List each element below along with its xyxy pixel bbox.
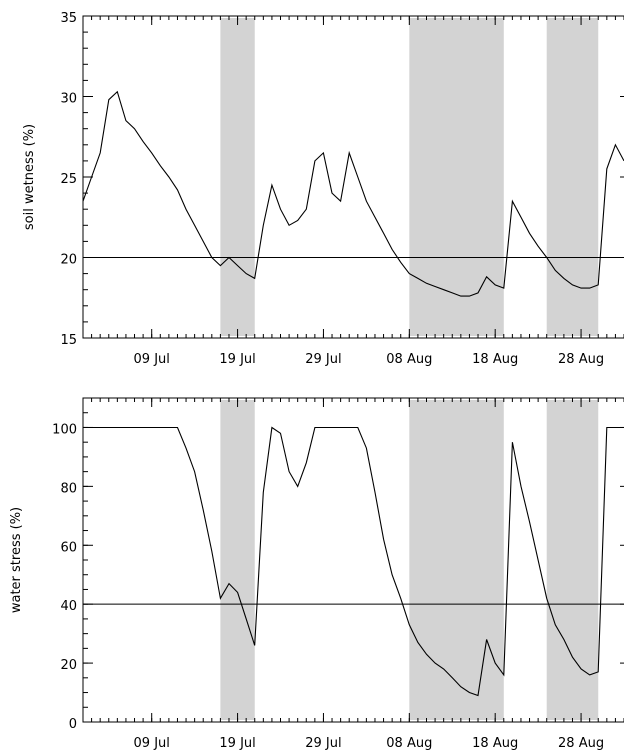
y-tick-label: 40 (60, 599, 77, 614)
x-tick-label: 29 Jul (305, 352, 341, 367)
plot-frame (82, 15, 624, 339)
x-tick-label: 29 Jul (305, 736, 341, 751)
shaded-period (220, 18, 255, 336)
x-tick-label: 09 Jul (134, 352, 170, 367)
data-line (82, 90, 624, 297)
x-tick-label: 08 Aug (386, 736, 432, 751)
x-tick-label: 19 Jul (219, 736, 255, 751)
y-axis-label: soil wetness (%) (22, 124, 37, 230)
y-tick-label: 80 (60, 481, 77, 496)
y-tick-label: 100 (52, 422, 77, 437)
y-tick-label: 60 (60, 540, 77, 555)
x-tick-label: 18 Aug (472, 736, 518, 751)
shaded-period (546, 400, 599, 720)
y-tick-label: 20 (60, 253, 77, 268)
x-tick-label: 18 Aug (472, 352, 518, 367)
y-tick-label: 35 (60, 11, 77, 26)
shaded-period (546, 18, 599, 336)
shaded-period (409, 18, 504, 336)
x-tick-label: 28 Aug (558, 736, 604, 751)
y-tick-label: 25 (60, 172, 77, 187)
y-tick-label: 20 (60, 658, 77, 673)
y-tick-label: 30 (60, 92, 77, 107)
x-tick-label: 08 Aug (386, 352, 432, 367)
y-tick-label: 15 (60, 333, 77, 348)
shaded-period (409, 400, 504, 720)
data-line (83, 426, 624, 697)
x-tick-label: 19 Jul (219, 352, 255, 367)
plot-frame (82, 397, 624, 723)
y-tick-label: 0 (69, 717, 77, 732)
x-tick-label: 09 Jul (134, 736, 170, 751)
x-tick-label: 28 Aug (558, 352, 604, 367)
y-axis-label: water stress (%) (9, 507, 24, 613)
shaded-period (220, 400, 255, 720)
